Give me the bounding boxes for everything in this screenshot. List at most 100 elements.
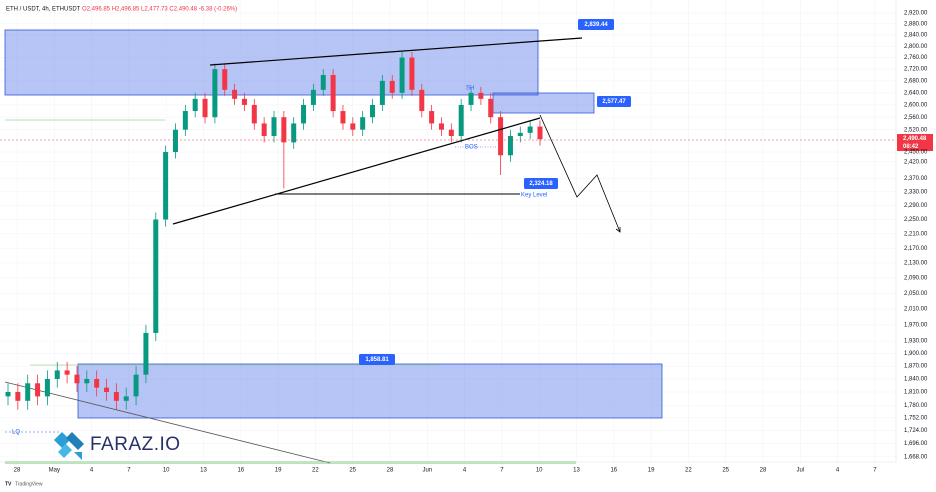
candle-body xyxy=(222,69,228,90)
price-tag-label: 2,839.44 xyxy=(584,22,608,28)
x-tick-label: 7 xyxy=(127,468,131,474)
y-tick-label: 2,330.00 xyxy=(904,189,928,195)
candle-body xyxy=(320,75,326,90)
y-tick-label: 1,900.00 xyxy=(904,351,928,357)
supply-zone-small xyxy=(492,92,595,114)
candle-body xyxy=(123,396,129,401)
y-tick-label: 2,050.00 xyxy=(904,291,928,297)
price-tag-label: 1,858.81 xyxy=(365,357,389,363)
candle-body xyxy=(370,104,376,118)
y-tick-label: 2,420.00 xyxy=(904,159,928,165)
candle-body xyxy=(429,111,435,124)
x-tick-label: Jun xyxy=(422,468,432,474)
candle-body xyxy=(409,57,415,90)
candle-body xyxy=(498,117,504,156)
x-tick-label: 19 xyxy=(275,468,282,474)
x-tick-label: 10 xyxy=(536,468,543,474)
demand-zone xyxy=(77,363,663,419)
candle-body xyxy=(438,123,444,130)
candle-body xyxy=(330,75,336,112)
candle-body xyxy=(153,219,159,333)
candle-body xyxy=(251,104,257,124)
y-tick-label: 2,880.00 xyxy=(904,21,928,27)
candle-body xyxy=(360,117,366,130)
y-tick-label: 1,696.00 xyxy=(904,441,928,447)
y-tick-label: 2,250.00 xyxy=(904,217,928,223)
x-tick-label: 7 xyxy=(500,468,504,474)
candle-body xyxy=(64,370,70,375)
x-tick-label: 13 xyxy=(200,468,207,474)
upper-trendline xyxy=(209,37,583,66)
x-tick-label: Jul xyxy=(796,468,804,474)
candle-body xyxy=(163,152,169,220)
y-tick-label: 1,724.00 xyxy=(904,428,928,434)
candle-body xyxy=(182,111,188,130)
candle-body xyxy=(350,123,356,130)
candle-body xyxy=(232,89,238,99)
key-level-label: Key Level xyxy=(521,193,547,199)
x-tick-label: 28 xyxy=(387,468,394,474)
y-tick-label: 2,920.00 xyxy=(904,11,928,17)
candle-body xyxy=(15,391,21,401)
candle-body xyxy=(241,98,247,105)
x-tick-label: 22 xyxy=(312,468,319,474)
candle-body xyxy=(448,129,454,137)
candle-body xyxy=(340,111,346,124)
y-tick-label: 2,010.00 xyxy=(904,307,928,313)
x-tick-label: 28 xyxy=(760,468,767,474)
y-tick-label: 2,600.00 xyxy=(904,103,928,109)
price-tag-label: 2,324.18 xyxy=(529,181,553,187)
candle-body xyxy=(468,92,474,105)
y-tick-label: 2,210.00 xyxy=(904,231,928,237)
candle-body xyxy=(281,117,287,143)
y-tick-label: 1,668.00 xyxy=(904,454,928,460)
projection xyxy=(539,114,621,233)
x-tick-label: 25 xyxy=(349,468,356,474)
x-tick-label: 10 xyxy=(163,468,170,474)
projection-arrow xyxy=(615,227,621,233)
candle-body xyxy=(104,387,110,392)
y-tick-label: 2,090.00 xyxy=(904,276,928,282)
candles xyxy=(5,51,543,410)
y-tick-label: 2,130.00 xyxy=(904,261,928,267)
price-label-box xyxy=(897,134,933,151)
candle-body xyxy=(517,132,523,137)
y-tick-label: 2,680.00 xyxy=(904,78,928,84)
lq-label: LQ xyxy=(12,430,20,436)
candle-body xyxy=(172,129,178,153)
y-tick-label: 2,290.00 xyxy=(904,203,928,209)
session-strip xyxy=(5,461,576,464)
candle-body xyxy=(84,378,90,384)
x-tick-label: 7 xyxy=(873,468,877,474)
footer-icon: TV xyxy=(5,481,12,487)
footer: TradingView xyxy=(15,481,43,487)
candle-body xyxy=(133,374,139,397)
candle-body xyxy=(113,391,119,401)
candle-body xyxy=(143,332,149,375)
candle-body xyxy=(202,98,208,118)
y-tick-label: 2,640.00 xyxy=(904,90,928,96)
y-tick-label: 2,760.00 xyxy=(904,55,928,61)
candle-body xyxy=(527,126,533,133)
x-tick-label: 16 xyxy=(610,468,617,474)
x-tick-label: May xyxy=(49,468,60,474)
y-tick-label: 1,840.00 xyxy=(904,377,928,383)
sh-label: SH xyxy=(466,86,474,92)
chart-title: ETH / USDT, 4h, ETHUSDT xyxy=(6,7,81,13)
candle-body xyxy=(379,80,385,105)
y-tick-label: 1,870.00 xyxy=(904,364,928,370)
candle-body xyxy=(5,391,11,397)
candle-body xyxy=(25,383,31,401)
y-tick-label: 2,560.00 xyxy=(904,115,928,121)
y-tick-label: 2,520.00 xyxy=(904,127,928,133)
candle-body xyxy=(74,374,80,384)
price-time: 08:42 xyxy=(903,144,919,150)
x-tick-label: 13 xyxy=(573,468,580,474)
candle-body xyxy=(507,136,513,156)
price-label: 2,490.48 xyxy=(903,136,927,142)
x-tick-label: 4 xyxy=(90,468,94,474)
price-tag xyxy=(359,354,395,365)
candle-body xyxy=(94,378,100,388)
y-tick-label: 1,780.00 xyxy=(904,403,928,409)
y-tick-label: 1,930.00 xyxy=(904,339,928,345)
